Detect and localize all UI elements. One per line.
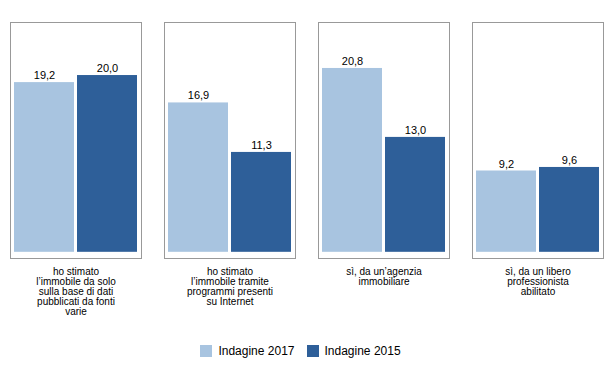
html-text:Indagine 2015: Indagine 2015 <box>324 343 401 358</box>
html-text:Indagine 2017: Indagine 2017 <box>218 343 295 358</box>
svg-text:9,2: 9,2 <box>499 158 514 170</box>
svg-text:9,6: 9,6 <box>562 154 577 166</box>
svg-text:11,3: 11,3 <box>251 139 272 151</box>
svg-text:16,9: 16,9 <box>188 89 209 101</box>
svg-text:19,2: 19,2 <box>34 69 55 81</box>
svg-text:sì, da un liberoprofessionista: sì, da un liberoprofessionistaabilitato <box>505 266 571 297</box>
svg-text:20,8: 20,8 <box>342 55 363 67</box>
svg-text:13,0: 13,0 <box>405 124 426 136</box>
svg-text:ho stimatol’immobile da solosu: ho stimatol’immobile da solosulla base d… <box>36 266 116 317</box>
svg-text:sì, da un’agenziaimmobiliare: sì, da un’agenziaimmobiliare <box>346 266 422 287</box>
svg-text:20,0: 20,0 <box>97 62 118 74</box>
svg-text:ho stimatol’immobile tramitepr: ho stimatol’immobile tramiteprogrammi pr… <box>187 266 273 307</box>
